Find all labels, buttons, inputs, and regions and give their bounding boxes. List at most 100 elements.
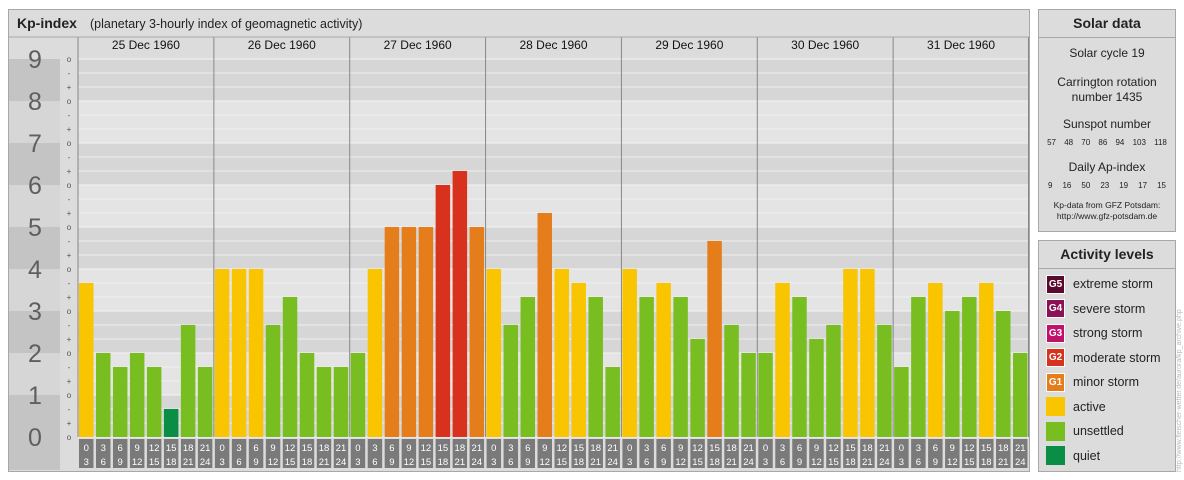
ap-value: 15 (1157, 181, 1166, 190)
interval-end-label: 24 (472, 457, 483, 468)
kp-bar (367, 269, 383, 437)
interval-end-label: 21 (183, 457, 194, 468)
minor-tick-label: o (67, 433, 72, 442)
sunspot-value: 94 (1115, 138, 1125, 147)
minor-tick-label: + (67, 83, 72, 92)
minor-tick-label: - (68, 405, 71, 414)
day-label: 30 Dec 1960 (791, 38, 859, 52)
interval-box (129, 439, 145, 468)
interval-box (316, 439, 332, 468)
y-tick-label: 8 (28, 88, 42, 116)
interval-box (214, 439, 230, 468)
interval-start-label: 6 (661, 443, 666, 454)
activity-level-item: active (1046, 397, 1106, 417)
interval-end-label: 24 (1015, 457, 1026, 468)
minor-tick-label: - (68, 195, 71, 204)
interval-start-label: 0 (84, 443, 89, 454)
kp-bar (418, 227, 434, 437)
interval-box (537, 439, 552, 468)
interval-box (979, 439, 994, 468)
interval-start-label: 9 (135, 443, 140, 454)
day-label: 31 Dec 1960 (927, 38, 995, 52)
interval-box (282, 439, 298, 468)
interval-start-label: 12 (285, 443, 296, 454)
kp-bar (877, 324, 892, 437)
interval-start-label: 6 (797, 443, 802, 454)
ap-value: 17 (1138, 181, 1148, 190)
plot-band (78, 143, 1029, 185)
activity-level-swatch: G2 (1046, 348, 1065, 367)
y-tick-label: 7 (28, 130, 42, 158)
interval-box (707, 439, 722, 468)
minor-tick-label: + (67, 167, 72, 176)
kp-bar (435, 185, 451, 437)
plot-band (78, 101, 1029, 143)
interval-start-label: 21 (1015, 443, 1026, 454)
interval-box (503, 439, 519, 468)
interval-box (520, 439, 536, 468)
kp-bar (622, 269, 637, 437)
minor-tick-label: - (68, 279, 71, 288)
interval-start-label: 21 (200, 443, 211, 454)
interval-box (996, 439, 1011, 468)
kp-bar (707, 240, 722, 437)
interval-start-label: 15 (302, 443, 313, 454)
y-label-band (9, 101, 60, 143)
interval-start-label: 3 (916, 443, 921, 454)
minor-tick-label: o (67, 139, 72, 148)
minor-tick-label: - (68, 69, 71, 78)
interval-end-label: 24 (336, 457, 347, 468)
minor-tick-label: - (68, 153, 71, 162)
activity-level-swatch (1046, 421, 1065, 441)
interval-box (741, 439, 756, 468)
activity-levels-panel: Activity levels G5 extreme storm G4 severe … (1038, 240, 1176, 472)
interval-start-label: 18 (862, 443, 873, 454)
kp-bar (129, 353, 145, 437)
interval-start-label: 9 (270, 443, 275, 454)
interval-box (877, 439, 892, 468)
interval-end-label: 18 (981, 457, 992, 468)
interval-end-label: 24 (607, 457, 618, 468)
kp-bar (197, 366, 213, 437)
solar-data-panel: Solar data Solar cycle 19 Carrington rot… (1038, 9, 1176, 232)
kp-bar (605, 366, 620, 437)
interval-box (690, 439, 705, 468)
kp-bar (299, 353, 315, 437)
minor-tick-label: + (67, 377, 72, 386)
interval-box (180, 439, 196, 468)
sunspot-value: 118 (1154, 138, 1167, 147)
kp-bar (962, 297, 977, 437)
interval-box (673, 439, 688, 468)
chart-title-bar: Kp-index (planetary 3-hourly index of ge… (9, 10, 1029, 37)
kp-bar (996, 311, 1011, 437)
interval-end-label: 21 (590, 457, 601, 468)
activity-level-swatch: G3 (1046, 323, 1065, 343)
kp-bar (979, 282, 994, 437)
kp-bar (673, 297, 688, 437)
interval-box (401, 439, 417, 468)
interval-end-label: 15 (964, 457, 975, 468)
interval-start-label: 6 (933, 443, 938, 454)
minor-tick-label: o (67, 349, 72, 358)
minor-tick-label: o (67, 265, 72, 274)
interval-start-label: 6 (118, 443, 123, 454)
interval-start-label: 18 (319, 443, 330, 454)
interval-box (639, 439, 654, 468)
interval-box (95, 439, 111, 468)
kp-bar (452, 171, 468, 437)
kp-bar (741, 353, 756, 437)
minor-tick-label: o (67, 55, 72, 64)
interval-end-label: 21 (862, 457, 873, 468)
activity-level-label: severe storm (1073, 301, 1146, 316)
activity-level-item: unsettled (1046, 421, 1124, 441)
kp-bar (588, 297, 603, 437)
kp-bar (79, 282, 94, 437)
interval-start-label: 15 (438, 443, 449, 454)
minor-tick-label: + (67, 419, 72, 428)
kp-bar (826, 324, 841, 437)
interval-end-label: 6 (372, 457, 377, 468)
plot-band (78, 227, 1029, 269)
interval-end-label: 3 (491, 457, 496, 468)
interval-end-label: 9 (661, 457, 666, 468)
solar-data-title: Solar data (1039, 10, 1175, 38)
